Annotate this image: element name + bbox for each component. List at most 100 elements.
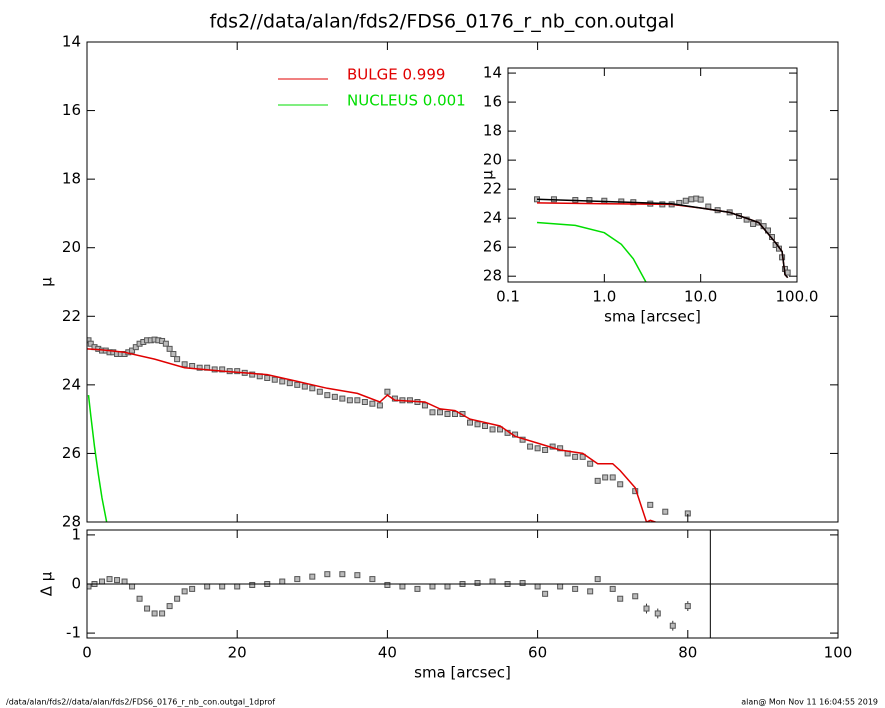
- data-point: [542, 590, 549, 597]
- x-tick-label: 40: [378, 644, 397, 662]
- data-point: [279, 578, 286, 585]
- data-point: [444, 411, 451, 417]
- data-point: [369, 576, 376, 583]
- data-point: [647, 501, 654, 508]
- data-point: [572, 585, 579, 592]
- data-point: [697, 196, 704, 203]
- data-point: [162, 340, 169, 347]
- data-point: [151, 610, 158, 617]
- data-point: [632, 593, 639, 600]
- data-point: [534, 583, 541, 590]
- y-tick-label: 14: [62, 33, 81, 51]
- data-point: [129, 347, 136, 354]
- x-axis-label: sma [arcsec]: [414, 664, 511, 682]
- x-tick-label: 1.0: [592, 288, 616, 306]
- y-tick-label: 18: [62, 170, 81, 188]
- y-tick-label: 20: [483, 151, 502, 169]
- data-point: [361, 399, 368, 405]
- data-point: [339, 395, 346, 402]
- data-point: [527, 443, 534, 450]
- y-tick-label: 22: [62, 307, 81, 325]
- data-point: [309, 573, 316, 580]
- data-point: [219, 583, 226, 590]
- panel-background: [508, 68, 797, 282]
- data-point: [132, 344, 139, 351]
- data-point: [211, 366, 218, 373]
- data-point: [166, 345, 173, 352]
- data-point: [643, 605, 650, 612]
- data-point: [519, 580, 526, 587]
- data-point: [587, 460, 594, 467]
- data-point: [196, 364, 203, 371]
- y-tick-label: 0: [71, 575, 81, 593]
- footer-right: alan@ Mon Nov 11 16:04:55 2019: [741, 698, 878, 707]
- data-point: [331, 393, 338, 400]
- data-point: [609, 474, 616, 481]
- x-tick-label: 60: [528, 644, 547, 662]
- y-tick-label: 1: [71, 525, 81, 543]
- data-point: [489, 426, 496, 433]
- data-point: [489, 578, 496, 585]
- data-point: [682, 197, 689, 204]
- data-point: [617, 481, 624, 488]
- data-point: [587, 588, 594, 595]
- data-point: [249, 581, 256, 588]
- data-point: [384, 581, 391, 588]
- data-point: [688, 196, 695, 203]
- data-point: [369, 400, 376, 407]
- data-point: [497, 426, 504, 433]
- y-axis-label: Δ μ: [38, 571, 56, 596]
- data-point: [234, 583, 241, 590]
- data-point: [750, 220, 757, 227]
- chart-title: fds2//data/alan/fds2/FDS6_0176_r_nb_con.…: [209, 11, 674, 33]
- x-tick-label: 80: [678, 644, 697, 662]
- data-point: [294, 576, 301, 583]
- data-point: [316, 388, 323, 395]
- panel-frame: [86, 41, 839, 523]
- data-point: [414, 585, 421, 592]
- y-tick-label: 14: [483, 64, 502, 82]
- data-point: [572, 453, 579, 460]
- data-point: [174, 595, 181, 602]
- data-point: [654, 610, 661, 617]
- y-tick-label: 28: [62, 513, 81, 531]
- x-tick-label: 20: [228, 644, 247, 662]
- data-point: [609, 585, 616, 592]
- data-point: [594, 477, 601, 484]
- data-point: [467, 419, 474, 426]
- x-tick-label: 0.1: [496, 288, 520, 306]
- data-point: [474, 421, 481, 428]
- data-point: [219, 366, 226, 373]
- panel-frame: [507, 67, 798, 283]
- data-point: [594, 576, 601, 583]
- data-point: [309, 385, 316, 392]
- data-point: [429, 409, 436, 416]
- data-point: [602, 474, 609, 481]
- data-point: [181, 361, 188, 368]
- data-point: [249, 371, 256, 378]
- data-point: [166, 603, 173, 610]
- data-point: [586, 197, 593, 204]
- data-point: [436, 409, 443, 416]
- x-tick-label: 0: [82, 644, 92, 662]
- data-point: [129, 583, 136, 590]
- legend-label: BULGE 0.999: [347, 66, 445, 84]
- y-axis-label: μ: [479, 170, 497, 180]
- model-line: [536, 198, 789, 279]
- data-point: [271, 376, 278, 383]
- x-tick-label: 100.0: [776, 288, 819, 306]
- footer-left: /data/alan/fds2//data/alan/fds2/FDS6_017…: [6, 698, 275, 707]
- data-point: [324, 392, 331, 399]
- x-axis-label: sma [arcsec]: [604, 308, 701, 326]
- data-point: [421, 402, 428, 409]
- data-point: [784, 269, 791, 276]
- y-axis-label: μ: [38, 277, 56, 287]
- data-point: [669, 622, 676, 629]
- y-tick-label: 26: [62, 444, 81, 462]
- y-tick-label: 22: [483, 180, 502, 198]
- data-point: [406, 397, 413, 404]
- data-point: [579, 453, 586, 460]
- model-line: [87, 348, 658, 522]
- data-point: [534, 445, 541, 452]
